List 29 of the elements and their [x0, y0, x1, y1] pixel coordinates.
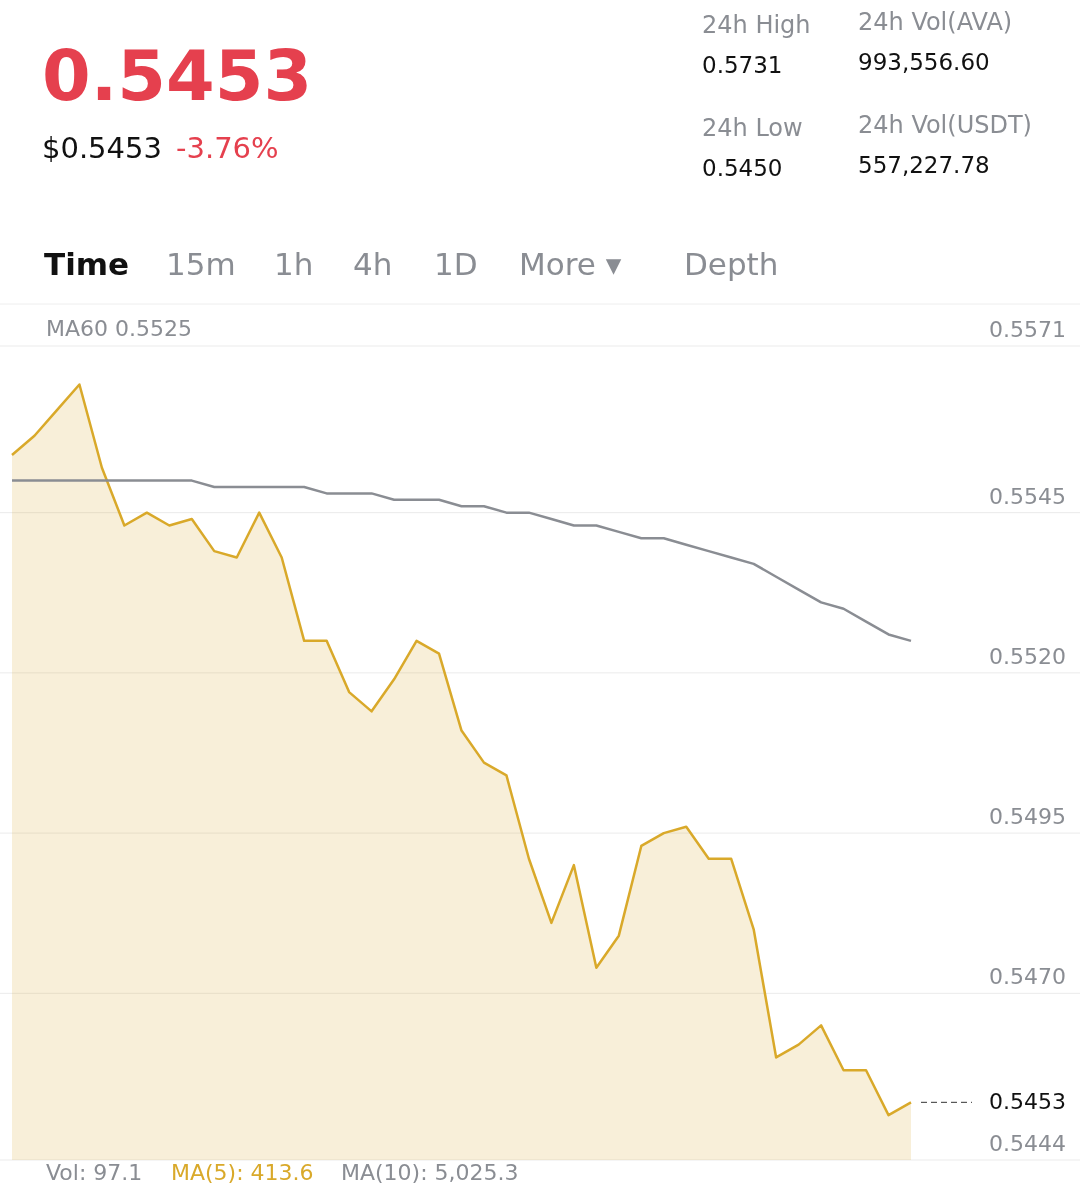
- text: -3.76%: [176, 131, 279, 165]
- text: Vol: 97.1: [46, 1160, 143, 1185]
- text: Time: [44, 246, 130, 282]
- text: 24h High: [702, 11, 811, 39]
- text: MA60 0.5525: [46, 316, 192, 341]
- text: 24h Vol(USDT): [858, 111, 1032, 139]
- text: 557,227.78: [858, 152, 990, 178]
- y-tick-label: 0.5444: [989, 1131, 1066, 1156]
- y-tick-label: 0.5495: [989, 804, 1066, 830]
- text: MA(10): 5,025.3: [341, 1160, 519, 1185]
- y-tick-label: 0.5520: [989, 643, 1066, 669]
- ref-line-label: 0.5453: [989, 1089, 1066, 1115]
- text: 0.5731: [702, 52, 783, 78]
- text: 1D: [434, 246, 478, 282]
- chart-title: 0.5453: [42, 35, 313, 117]
- text: 1h: [274, 246, 314, 282]
- y-tick-label: 0.5545: [989, 483, 1066, 509]
- text: 0.5450: [702, 155, 783, 181]
- text: 4h: [353, 246, 393, 282]
- text: MA(5): 413.6: [171, 1160, 314, 1185]
- y-tick-label: 0.5470: [989, 964, 1066, 990]
- chart-subtitle: $0.5453: [42, 131, 162, 165]
- text: 993,556.60: [858, 49, 990, 75]
- text: 15m: [166, 246, 236, 282]
- y-tick-label: 0.5571: [989, 317, 1066, 342]
- text: More ▾: [519, 246, 622, 282]
- text: Depth: [684, 246, 779, 282]
- text: 24h Vol(AVA): [858, 8, 1013, 36]
- text: 24h Low: [702, 114, 803, 142]
